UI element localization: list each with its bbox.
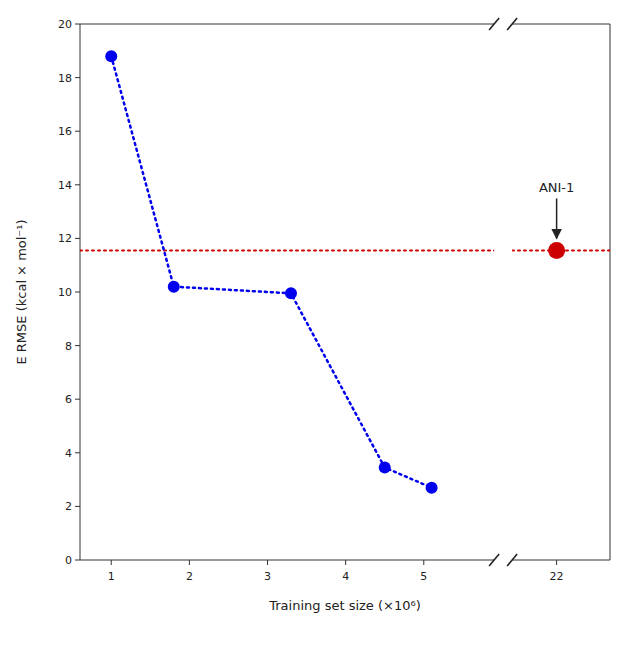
y-tick-label: 6 <box>65 393 72 406</box>
annotation-arrow <box>556 198 558 238</box>
y-tick <box>75 506 80 507</box>
y-tick <box>75 292 80 293</box>
break-mark <box>507 18 517 30</box>
annotation: ANI-1 <box>539 180 574 238</box>
x-tick-label: 1 <box>108 570 115 583</box>
panel-axes: 1234502468101214161820 <box>58 18 494 583</box>
x-tick-label: 3 <box>264 570 271 583</box>
y-tick <box>75 77 80 78</box>
x-tick <box>345 560 346 565</box>
y-tick-label: 12 <box>58 232 72 245</box>
x-tick <box>111 560 112 565</box>
y-tick <box>75 560 80 561</box>
y-tick <box>75 184 80 185</box>
series-line <box>111 56 431 487</box>
top-frame-line <box>80 24 494 25</box>
x-tick <box>423 560 424 565</box>
data-point <box>285 287 297 299</box>
data-point <box>548 242 565 259</box>
x-axis-line <box>512 560 610 561</box>
x-tick-label: 2 <box>186 570 193 583</box>
y-tick-label: 8 <box>65 340 72 353</box>
top-frame-line <box>512 24 610 25</box>
y-tick-label: 20 <box>58 18 72 31</box>
data-point <box>168 281 180 293</box>
y-tick-label: 14 <box>58 179 72 192</box>
x-axis-line <box>80 560 494 561</box>
y-tick-label: 4 <box>65 447 72 460</box>
y-tick-label: 18 <box>58 72 72 85</box>
y-tick <box>75 24 80 25</box>
y-tick-label: 0 <box>65 554 72 567</box>
x-tick-label: 4 <box>342 570 349 583</box>
x-tick-label: 22 <box>550 570 564 583</box>
right-frame-line <box>610 24 611 560</box>
x-tick-label: 5 <box>420 570 427 583</box>
data-point <box>105 50 117 62</box>
y-tick <box>75 238 80 239</box>
annotation-text: ANI-1 <box>539 180 574 195</box>
x-axis-label: Training set size (×10⁶) <box>268 598 421 613</box>
series <box>105 50 437 493</box>
break-mark <box>507 554 517 566</box>
y-tick-label: 2 <box>65 500 72 513</box>
y-axis-label: E RMSE (kcal × mol⁻¹) <box>14 219 29 364</box>
y-tick <box>75 131 80 132</box>
x-tick <box>556 560 557 565</box>
reference-line <box>80 249 610 251</box>
break-mark <box>489 18 499 30</box>
panel-axes: 22 <box>512 24 610 583</box>
data-point <box>379 462 391 474</box>
x-tick <box>267 560 268 565</box>
chart: 123450246810121416182022ANI-1Training se… <box>0 0 640 650</box>
y-tick <box>75 452 80 453</box>
x-tick <box>189 560 190 565</box>
series <box>548 242 565 259</box>
axis-break-marks <box>489 18 517 566</box>
y-tick <box>75 399 80 400</box>
data-point <box>426 482 438 494</box>
y-tick <box>75 345 80 346</box>
reference-lines <box>80 250 610 251</box>
y-tick-label: 16 <box>58 125 72 138</box>
y-tick-label: 10 <box>58 286 72 299</box>
break-mark <box>489 554 499 566</box>
